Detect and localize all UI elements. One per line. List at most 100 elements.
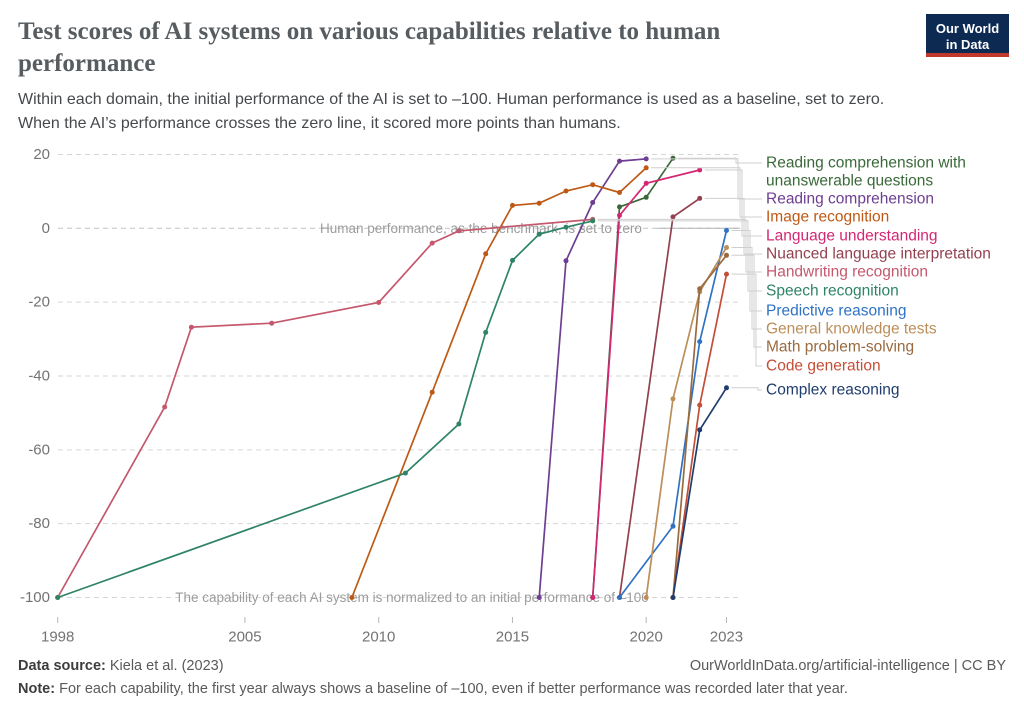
- legend-label-nuanced-language-interpretation[interactable]: Nuanced language interpretation: [766, 246, 991, 263]
- legend-label-math-problem-solving[interactable]: Math problem-solving: [766, 339, 914, 356]
- data-point-image-recognition-2015[interactable]: [510, 202, 515, 208]
- series-general-knowledge-tests[interactable]: [643, 245, 729, 600]
- data-source-label: Data source:: [18, 658, 106, 674]
- legend-label-speech-recognition[interactable]: Speech recognition: [766, 283, 899, 300]
- data-point-complex-reasoning-2021[interactable]: [670, 595, 676, 600]
- data-point-predictive-reasoning-2019[interactable]: [617, 595, 622, 600]
- data-point-image-recognition-2016[interactable]: [536, 200, 542, 206]
- data-point-complex-reasoning-2022[interactable]: [697, 427, 703, 433]
- series-reading-comprehension[interactable]: [536, 156, 649, 600]
- data-point-reading-comprehension-2019[interactable]: [617, 158, 622, 164]
- leader-line-speech-recognition: [597, 220, 762, 292]
- legend-label-reading-comprehension-unanswerable-line2[interactable]: unanswerable questions: [766, 173, 933, 190]
- series-complex-reasoning[interactable]: [670, 385, 730, 600]
- data-point-image-recognition-2009[interactable]: [349, 595, 355, 600]
- data-point-complex-reasoning-2023[interactable]: [724, 385, 729, 391]
- series-predictive-reasoning[interactable]: [617, 228, 729, 600]
- series-code-generation[interactable]: [670, 271, 730, 600]
- data-point-image-recognition-2018[interactable]: [590, 182, 596, 188]
- data-point-handwriting-recognition-2010[interactable]: [376, 300, 382, 305]
- data-point-math-problem-solving-2022[interactable]: [697, 286, 703, 292]
- y-tick-label--40: -40: [28, 367, 50, 384]
- series-line-handwriting-recognition[interactable]: [56, 218, 593, 598]
- series-line-general-knowledge-tests[interactable]: [645, 247, 728, 598]
- data-point-speech-recognition-2015[interactable]: [510, 257, 515, 263]
- data-point-reading-comprehension-2018[interactable]: [590, 200, 596, 205]
- legend-label-image-recognition[interactable]: Image recognition: [766, 209, 889, 226]
- data-point-speech-recognition-2013[interactable]: [456, 421, 462, 427]
- legend-label-language-understanding[interactable]: Language understanding: [766, 228, 938, 245]
- data-point-code-generation-2023[interactable]: [724, 271, 729, 277]
- data-point-predictive-reasoning-2023[interactable]: [724, 228, 729, 233]
- data-point-language-understanding-2020[interactable]: [643, 180, 649, 186]
- data-point-image-recognition-2019[interactable]: [617, 190, 622, 195]
- data-point-predictive-reasoning-2022[interactable]: [697, 339, 703, 345]
- x-tick-label-1998: 1998: [41, 629, 74, 646]
- data-point-reading-comprehension-2016[interactable]: [536, 595, 542, 600]
- data-point-language-understanding-2018[interactable]: [590, 595, 596, 600]
- subtitle-line2: When the AI’s performance crosses the ze…: [18, 115, 621, 132]
- data-point-handwriting-recognition-2006[interactable]: [269, 320, 275, 326]
- data-point-nuanced-language-interpretation-2021[interactable]: [670, 214, 676, 220]
- data-point-language-understanding-2019[interactable]: [617, 212, 622, 218]
- series-line-complex-reasoning[interactable]: [672, 387, 728, 598]
- data-point-image-recognition-2017[interactable]: [563, 188, 569, 194]
- data-point-general-knowledge-tests-2020[interactable]: [643, 595, 649, 600]
- data-point-speech-recognition-2016[interactable]: [536, 231, 542, 237]
- legend-label-predictive-reasoning[interactable]: Predictive reasoning: [766, 303, 906, 320]
- data-point-handwriting-recognition-2013[interactable]: [456, 228, 462, 234]
- note-label: Note:: [18, 681, 56, 697]
- data-point-image-recognition-2012[interactable]: [429, 389, 435, 395]
- series-handwriting-recognition[interactable]: [55, 216, 596, 600]
- legend-label-handwriting-recognition[interactable]: Handwriting recognition: [766, 264, 928, 281]
- series-line-nuanced-language-interpretation[interactable]: [618, 197, 701, 598]
- baseline-annotation: The capability of each AI system is norm…: [175, 590, 649, 605]
- data-point-speech-recognition-2017[interactable]: [563, 224, 569, 230]
- leader-line-language-understanding: [704, 169, 762, 237]
- data-point-speech-recognition-2011[interactable]: [402, 470, 408, 476]
- series-language-understanding[interactable]: [590, 167, 703, 601]
- logo-text-line1: Our World: [935, 21, 1000, 36]
- data-source-value: Kiela et al. (2023): [105, 658, 224, 674]
- data-point-reading-comprehension-2017[interactable]: [563, 258, 569, 264]
- legend-label-reading-comprehension-unanswerable[interactable]: Reading comprehension with: [766, 155, 966, 172]
- legend-label-general-knowledge-tests[interactable]: General knowledge tests: [766, 321, 937, 338]
- data-point-code-generation-2022[interactable]: [697, 402, 703, 408]
- series-speech-recognition[interactable]: [55, 218, 596, 600]
- owid-logo[interactable]: Our World in Data: [926, 14, 1009, 57]
- data-point-handwriting-recognition-2012[interactable]: [429, 240, 435, 246]
- series-line-language-understanding[interactable]: [591, 169, 700, 598]
- legend-leader-lines: [597, 157, 762, 391]
- legend-label-complex-reasoning[interactable]: Complex reasoning: [766, 382, 900, 399]
- data-point-language-understanding-2022[interactable]: [697, 167, 703, 173]
- data-point-handwriting-recognition-2003[interactable]: [188, 324, 194, 330]
- legend-label-reading-comprehension[interactable]: Reading comprehension: [766, 191, 934, 208]
- data-point-general-knowledge-tests-2023[interactable]: [724, 245, 729, 250]
- data-point-speech-recognition-2018[interactable]: [590, 218, 596, 224]
- data-point-math-problem-solving-2023[interactable]: [724, 252, 729, 258]
- series-line-speech-recognition[interactable]: [57, 220, 593, 599]
- data-point-reading-comprehension-unanswerable-2021[interactable]: [670, 155, 676, 161]
- chart-subtitle: Within each domain, the initial performa…: [18, 88, 978, 136]
- legend-label-code-generation[interactable]: Code generation: [766, 358, 881, 375]
- data-point-nuanced-language-interpretation-2022[interactable]: [697, 195, 703, 201]
- data-point-predictive-reasoning-2021[interactable]: [670, 523, 676, 529]
- data-point-image-recognition-2014[interactable]: [483, 251, 489, 257]
- data-point-reading-comprehension-unanswerable-2019[interactable]: [617, 204, 622, 210]
- data-point-speech-recognition-2014[interactable]: [483, 329, 489, 335]
- data-point-reading-comprehension-2020[interactable]: [643, 156, 649, 162]
- data-point-general-knowledge-tests-2021[interactable]: [670, 396, 676, 402]
- y-tick-label-0: 0: [42, 220, 50, 237]
- data-point-speech-recognition-1998[interactable]: [55, 595, 61, 600]
- attribution-link[interactable]: OurWorldInData.org/artificial-intelligen…: [689, 658, 1006, 674]
- leader-line-image-recognition: [651, 167, 762, 218]
- title-line2: performance: [18, 50, 156, 77]
- data-point-reading-comprehension-unanswerable-2020[interactable]: [643, 194, 649, 200]
- data-point-image-recognition-2020[interactable]: [643, 165, 649, 171]
- leader-line-nuanced-language-interpretation: [704, 197, 762, 255]
- leader-line-predictive-reasoning: [731, 230, 762, 312]
- series-image-recognition[interactable]: [349, 165, 649, 600]
- data-point-handwriting-recognition-2002[interactable]: [162, 404, 168, 410]
- note-value: For each capability, the first year alwa…: [55, 681, 848, 697]
- x-tick-label-2020: 2020: [630, 629, 663, 646]
